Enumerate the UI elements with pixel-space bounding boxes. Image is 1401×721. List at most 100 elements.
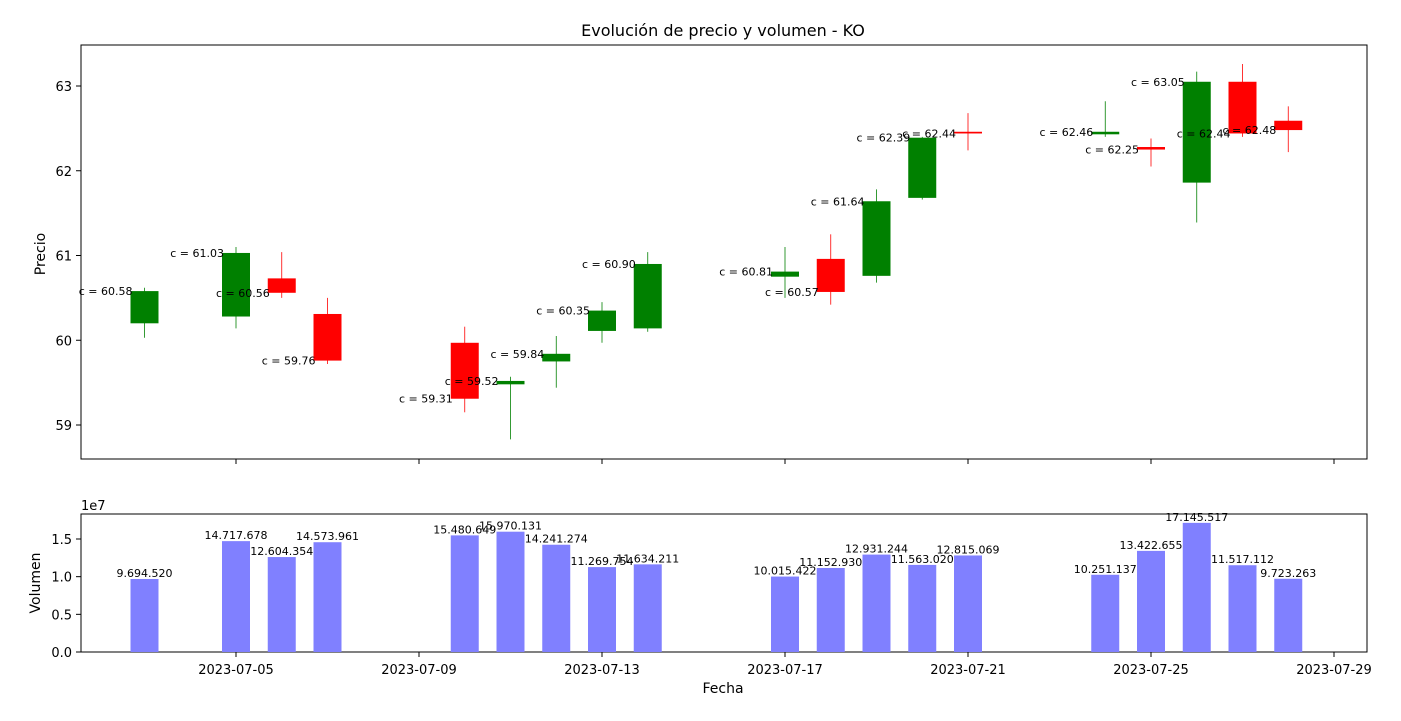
volume-bar: [1091, 574, 1120, 652]
candle: [588, 302, 616, 343]
volume-offset-text: 1e7: [81, 499, 106, 514]
candle-body: [496, 380, 525, 385]
candle-body: [267, 278, 296, 293]
price-y-axis-label: Precio: [33, 233, 49, 275]
volume-bar: [313, 542, 342, 652]
candle: [496, 376, 525, 440]
close-annotations: c = 60.58 c = 61.03 c = 60.56 c = 59.76 c = …: [79, 76, 1277, 406]
close-annotation: c = 60.35: [536, 305, 590, 318]
candle-body: [908, 137, 937, 198]
volume-value-label: 11.152.930: [799, 556, 862, 569]
price-y-tick-label: 59: [55, 419, 72, 434]
volume-x-tick-label: 2023-07-21: [930, 663, 1006, 678]
close-annotation: c = 60.57: [765, 286, 819, 299]
volume-value-labels: 9.694.520 14.717.678 12.604.354 14.573.961 1…: [117, 511, 1317, 580]
volume-x-tick-label: 2023-07-25: [1113, 663, 1189, 678]
candle: [1091, 101, 1120, 137]
volume-bar-series: [130, 522, 1303, 652]
volume-value-label: 9.723.263: [1260, 567, 1316, 580]
volume-x-axis-label: Fecha: [702, 681, 743, 697]
close-annotation: c = 60.58: [79, 285, 133, 298]
volume-bar: [1228, 565, 1257, 652]
volume-x-tick-label: 2023-07-13: [564, 663, 640, 678]
volume-y-axis-label: Volumen: [28, 553, 44, 614]
candle: [862, 189, 891, 283]
close-annotation: c = 62.48: [1223, 124, 1277, 137]
close-annotation: c = 59.31: [399, 393, 453, 406]
candle: [450, 326, 479, 413]
candle-body: [130, 291, 159, 324]
volume-value-label: 11.563.020: [891, 553, 954, 566]
volume-bar: [954, 555, 982, 652]
close-annotation: c = 60.90: [582, 258, 636, 271]
volume-value-label: 9.694.520: [117, 567, 173, 580]
candle: [1228, 63, 1257, 137]
close-annotation: c = 62.46: [1040, 126, 1094, 139]
volume-bar: [130, 578, 159, 652]
candle-body: [954, 131, 982, 134]
volume-value-label: 14.241.274: [525, 533, 588, 546]
volume-x-axis: 2023-07-05 2023-07-09 2023-07-13 2023-07-17…: [198, 652, 1372, 678]
close-annotation: c = 62.44: [1177, 127, 1231, 140]
candle-body: [450, 342, 479, 399]
volume-bar: [542, 544, 571, 652]
volume-bar: [222, 541, 250, 652]
volume-value-label: 12.815.069: [937, 543, 1000, 556]
close-annotation: c = 62.44: [902, 127, 956, 140]
price-y-tick-label: 63: [55, 80, 72, 95]
volume-y-axis: 0.0 0.5 1.0 1.5: [51, 533, 81, 661]
close-annotation: c = 59.52: [445, 375, 499, 388]
candle-body: [633, 263, 662, 329]
volume-bar: [267, 557, 296, 652]
candle: [908, 136, 937, 200]
candle: [267, 252, 296, 298]
close-annotation: c = 60.81: [719, 266, 773, 279]
volume-bar: [450, 535, 479, 652]
volume-x-tick-label: 2023-07-17: [747, 663, 823, 678]
candle: [816, 234, 845, 305]
close-annotation: c = 62.39: [857, 132, 911, 145]
volume-bar: [633, 564, 662, 652]
volume-value-label: 14.717.678: [205, 529, 268, 542]
candle-body: [542, 353, 571, 362]
volume-bar: [816, 567, 845, 652]
volume-bar: [1137, 550, 1165, 652]
volume-value-label: 10.015.422: [754, 565, 817, 578]
price-y-axis: 59 60 61 62 63: [55, 80, 81, 434]
volume-value-label: 11.517.112: [1211, 553, 1274, 566]
close-annotation: c = 59.84: [491, 348, 545, 361]
volume-plot-frame: [80, 513, 1368, 653]
volume-bar: [1274, 578, 1303, 652]
volume-value-label: 17.145.517: [1165, 511, 1228, 524]
candle-body: [1182, 81, 1211, 183]
price-y-tick-label: 60: [55, 334, 72, 349]
candlestick-series: [130, 63, 1303, 440]
candle-body: [1274, 120, 1303, 131]
volume-x-tick-label: 2023-07-29: [1296, 663, 1372, 678]
candle: [130, 287, 159, 338]
chart-title: Evolución de precio y volumen - KO: [581, 21, 865, 40]
volume-value-label: 12.604.354: [250, 545, 313, 558]
volume-value-label: 14.573.961: [296, 530, 359, 543]
volume-value-label: 11.269.754: [571, 555, 634, 568]
volume-y-tick-label: 1.5: [51, 533, 72, 548]
volume-value-label: 13.422.655: [1120, 539, 1183, 552]
candle: [1182, 71, 1211, 223]
price-x-axis: [235, 459, 1335, 464]
close-annotation: c = 60.56: [216, 287, 270, 300]
price-plot-frame: [80, 44, 1368, 460]
volume-y-tick-label: 0.0: [51, 646, 72, 661]
volume-bar: [862, 554, 891, 652]
candle-body: [862, 201, 891, 276]
candle: [633, 252, 662, 332]
close-annotation: c = 61.64: [811, 195, 865, 208]
candle-body: [771, 271, 799, 277]
candle: [222, 247, 250, 329]
volume-x-tick-label: 2023-07-09: [381, 663, 457, 678]
candle: [1274, 106, 1303, 153]
candle: [1137, 138, 1165, 167]
volume-y-tick-label: 0.5: [51, 608, 72, 623]
volume-bar: [588, 567, 616, 652]
candle-body: [313, 313, 342, 361]
candle: [313, 297, 342, 364]
